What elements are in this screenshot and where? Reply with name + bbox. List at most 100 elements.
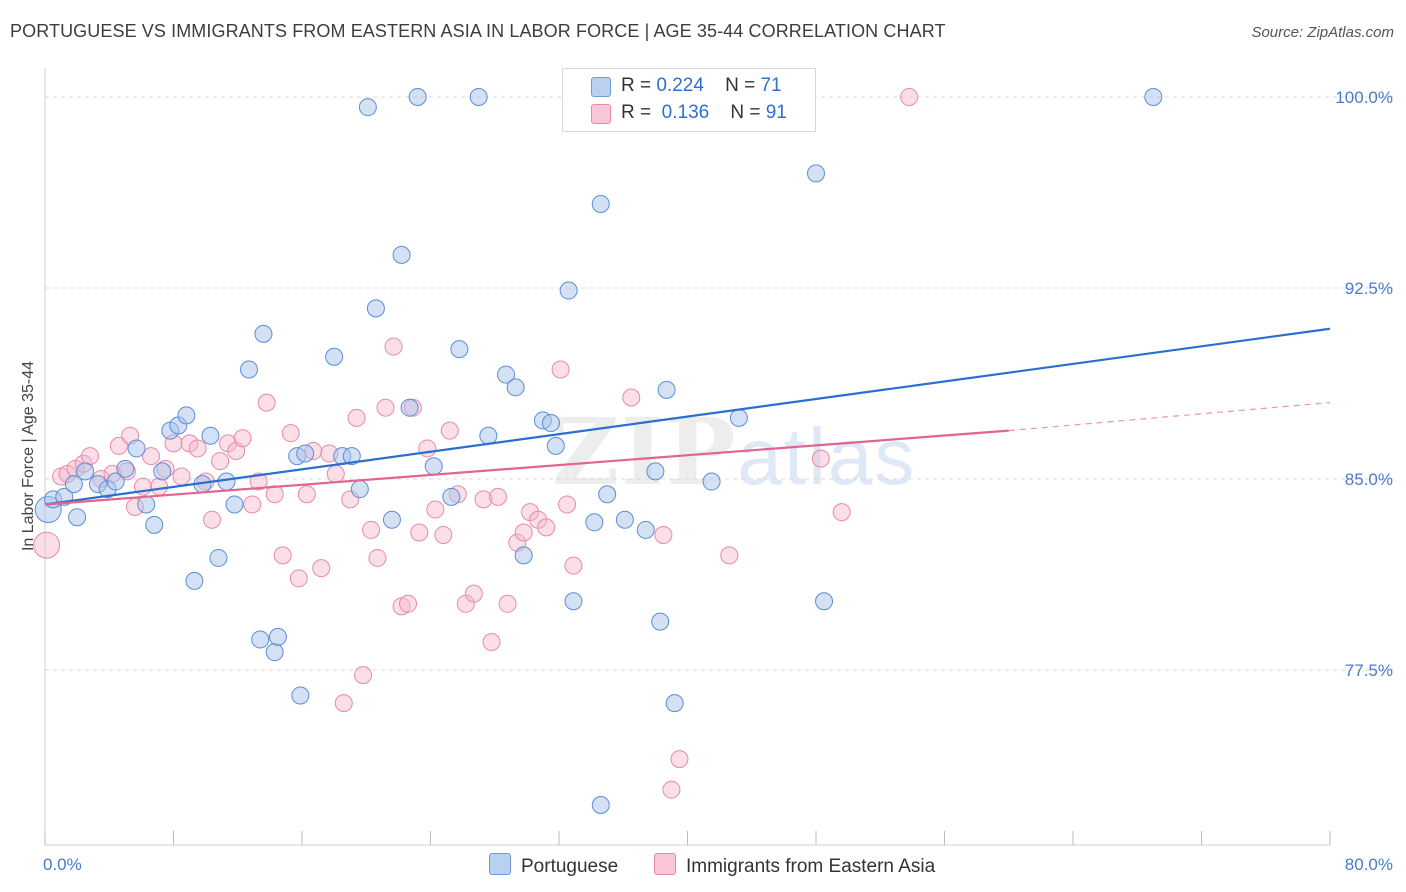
eastasia-point	[832, 503, 851, 522]
eastasia-point	[368, 548, 387, 567]
eastasia-point	[399, 594, 418, 613]
portuguese-point	[479, 426, 498, 445]
portuguese-point	[127, 439, 146, 458]
eastasia-point	[811, 449, 830, 468]
portuguese-point	[145, 515, 164, 534]
portuguese-point	[506, 378, 525, 397]
eastasia-point	[312, 559, 331, 578]
portuguese-point	[358, 98, 377, 117]
eastasia-point	[233, 429, 252, 448]
eastasia-point	[172, 467, 191, 486]
portuguese-point	[591, 795, 610, 814]
axes	[44, 68, 1331, 846]
portuguese-point	[185, 571, 204, 590]
eastasia-point	[203, 510, 222, 529]
eastasia-point	[326, 464, 345, 483]
portuguese-point	[442, 487, 461, 506]
eastasia-point	[142, 447, 161, 466]
legend-swatch-portuguese	[591, 77, 611, 97]
eastasia-point	[150, 477, 169, 496]
portuguese-point	[729, 408, 748, 427]
portuguese-point	[76, 462, 95, 481]
eastasia-point	[537, 518, 556, 537]
bottom-legend-swatch-eastasia	[654, 853, 676, 875]
legend-n-label: N =	[730, 102, 761, 123]
eastasia-point	[188, 439, 207, 458]
eastasia-point	[488, 487, 507, 506]
y-tick-label: 100.0%	[1335, 88, 1393, 107]
portuguese-point	[1144, 88, 1163, 106]
portuguese-point	[450, 340, 469, 359]
trend-lines	[44, 327, 1331, 506]
portuguese-point	[408, 88, 427, 106]
portuguese-point	[325, 347, 344, 366]
eastasia-point	[273, 546, 292, 565]
portuguese-point	[291, 686, 310, 705]
legend-n-value-eastasia: 91	[765, 102, 787, 123]
portuguese-point	[251, 630, 270, 649]
eastasia-point	[243, 495, 262, 514]
portuguese-point	[636, 520, 655, 539]
eastasia-point	[498, 594, 517, 613]
portuguese-point	[657, 380, 676, 399]
source-credit: Source: ZipAtlas.com	[1251, 24, 1394, 41]
eastasia-point	[376, 398, 395, 417]
portuguese-point	[268, 627, 287, 646]
eastasia-point	[720, 546, 739, 565]
eastasia-points	[33, 88, 919, 799]
eastasia-point	[33, 531, 61, 559]
legend-r-label: R =	[621, 75, 652, 96]
eastasia-point	[281, 424, 300, 443]
portuguese-point	[815, 592, 834, 611]
eastasia-point	[434, 526, 453, 545]
portuguese-point	[239, 360, 258, 379]
eastasia-point	[622, 388, 641, 407]
portuguese-point	[382, 510, 401, 529]
portuguese-point	[392, 245, 411, 264]
x-tick-label-max: 80.0%	[1345, 855, 1393, 874]
portuguese-point	[591, 194, 610, 213]
portuguese-trend-line	[44, 327, 1331, 506]
chart-title: PORTUGUESE VS IMMIGRANTS FROM EASTERN AS…	[10, 21, 946, 41]
portuguese-point	[702, 472, 721, 491]
eastasia-point	[551, 360, 570, 379]
legend-n-value-portuguese: 71	[760, 75, 782, 96]
y-tick-label: 85.0%	[1345, 470, 1393, 489]
portuguese-point	[106, 472, 125, 491]
eastasia-point	[662, 780, 681, 799]
eastasia-point	[297, 485, 316, 504]
portuguese-point	[651, 612, 670, 631]
eastasia-point	[418, 439, 437, 458]
portuguese-point	[469, 88, 488, 106]
eastasia-point	[80, 447, 99, 466]
eastasia-trend-line	[44, 429, 1009, 506]
eastasia-point	[654, 526, 673, 545]
bottom-legend-portuguese: Portuguese	[489, 853, 618, 878]
eastasia-point	[347, 408, 366, 427]
watermark-zip: ZIP	[552, 398, 738, 506]
eastasia-point	[558, 495, 577, 514]
eastasia-point	[362, 520, 381, 539]
eastasia-point	[211, 452, 230, 471]
eastasia-point	[426, 500, 445, 519]
portuguese-point	[559, 281, 578, 300]
legend-swatch-eastasia	[591, 104, 611, 124]
portuguese-point	[496, 365, 515, 384]
portuguese-point	[665, 694, 684, 713]
portuguese-point	[585, 513, 604, 532]
legend-r-value-portuguese: 0.224	[656, 75, 704, 96]
portuguese-point	[209, 548, 228, 567]
eastasia-point	[249, 472, 268, 491]
correlation-legend: R = 0.224 N = 71 R = 0.136 N = 91	[562, 68, 816, 132]
portuguese-point	[137, 495, 156, 514]
watermark-atlas: atlas	[737, 412, 917, 501]
portuguese-point	[546, 436, 565, 455]
zipatlas-watermark: ZIPatlas	[552, 398, 916, 506]
portuguese-point	[68, 508, 87, 527]
portuguese-point	[64, 475, 83, 494]
eastasia-point	[900, 88, 919, 106]
y-tick-label: 92.5%	[1345, 279, 1393, 298]
eastasia-point	[354, 666, 373, 685]
legend-r-value-eastasia: 0.136	[661, 102, 710, 123]
